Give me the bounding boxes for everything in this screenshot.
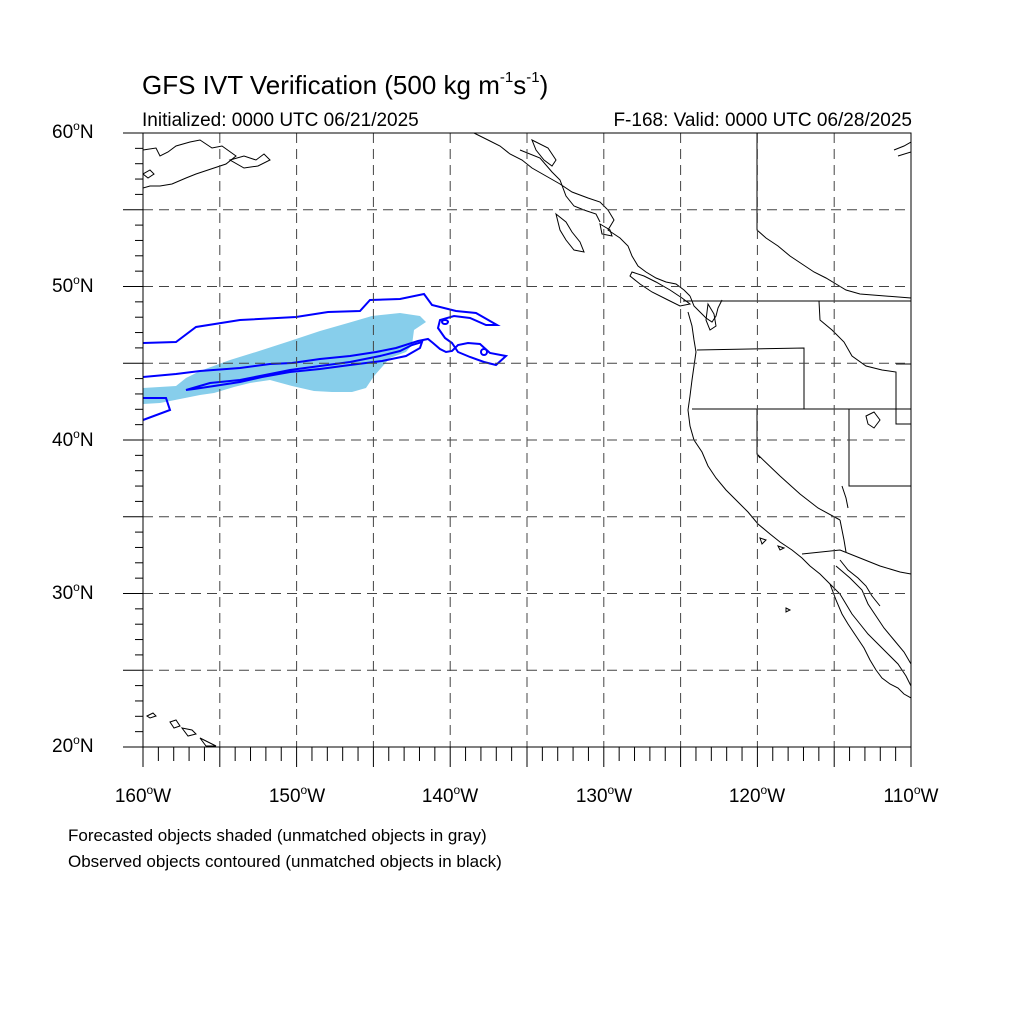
lon-label-120w: 120oW: [728, 783, 786, 807]
page-title: GFS IVT Verification (500 kg m-1s-1): [142, 69, 549, 100]
axis-ticks: [123, 132, 912, 767]
borders: [683, 133, 911, 575]
valid-time: F-168: Valid: 0000 UTC 06/28/2025: [613, 110, 912, 131]
graticule: [143, 133, 911, 747]
observed-object-contour-lower: [185, 340, 424, 391]
lon-label-150w: 150oW: [268, 783, 326, 807]
observed-object-small-1: [441, 319, 449, 325]
forecast-ivt-object: [143, 313, 426, 404]
lat-label-50: 50oN: [52, 273, 94, 297]
observed-object-contour-north: [143, 292, 509, 378]
coastlines: [143, 133, 911, 747]
legend-observed-note: Observed objects contoured (unmatched ob…: [68, 852, 502, 871]
legend-forecast-note: Forecasted objects shaded (unmatched obj…: [68, 826, 487, 845]
lon-label-110w: 110oW: [883, 783, 939, 807]
observed-object-small-2: [480, 348, 488, 356]
lon-label-160w: 160oW: [114, 783, 172, 807]
lat-label-20: 20oN: [52, 733, 94, 757]
observed-object-contour-south: [143, 397, 172, 421]
lon-label-140w: 140oW: [421, 783, 479, 807]
initialized-time: Initialized: 0000 UTC 06/21/2025: [142, 110, 419, 131]
lon-label-130w: 130oW: [575, 783, 633, 807]
lat-label-30: 30oN: [52, 580, 94, 604]
lat-label-60: 60oN: [52, 119, 94, 143]
lat-label-40: 40oN: [52, 427, 94, 451]
